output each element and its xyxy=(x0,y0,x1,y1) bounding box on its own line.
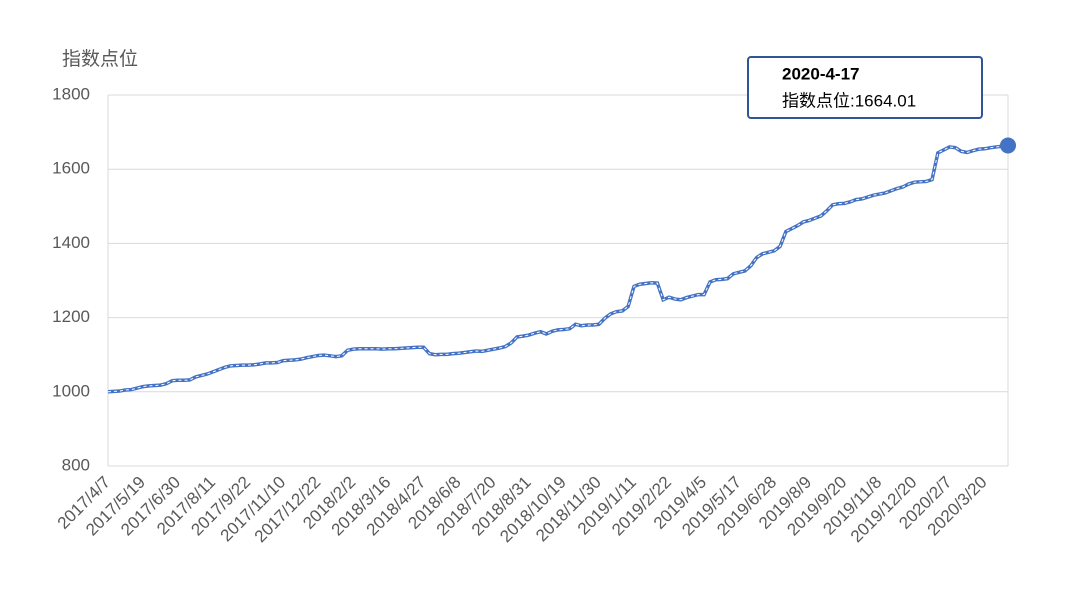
tooltip-title: 2020-4-17 xyxy=(782,64,860,83)
tooltip-text: 指数点位:1664.01 xyxy=(782,91,916,110)
y-axis-label: 指数点位 xyxy=(62,48,138,70)
y-tick-label: 1000 xyxy=(52,381,90,400)
y-tick-label: 1800 xyxy=(52,84,90,103)
y-tick-label: 1200 xyxy=(52,307,90,326)
series-line-dash xyxy=(107,144,1009,393)
y-tick-label: 800 xyxy=(62,455,90,474)
tooltip-box xyxy=(747,56,983,119)
highlight-point xyxy=(1000,137,1016,154)
y-tick-label: 1600 xyxy=(52,159,90,178)
y-tick-label: 1400 xyxy=(52,233,90,252)
